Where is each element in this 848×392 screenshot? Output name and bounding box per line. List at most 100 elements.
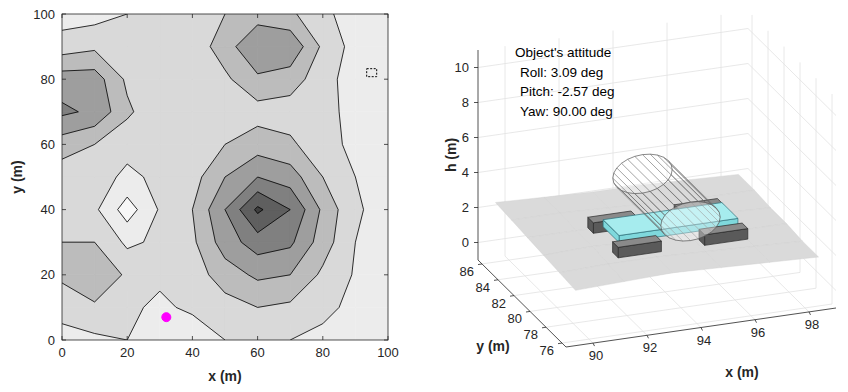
contour-line	[258, 210, 291, 233]
x-tick	[647, 335, 649, 338]
x-tick-label: 60	[250, 345, 264, 360]
grid-line	[478, 64, 748, 103]
contour-band	[290, 79, 305, 95]
contour-line	[144, 291, 160, 307]
contour-line	[258, 207, 263, 210]
contour-band	[290, 47, 319, 80]
contour-line	[342, 144, 355, 177]
contour-band	[290, 47, 323, 80]
x-tick	[322, 336, 323, 340]
contour-band	[290, 242, 313, 275]
contour-band	[323, 177, 356, 210]
contour-band	[258, 177, 291, 210]
contour-band	[95, 79, 128, 112]
x-tick	[127, 14, 128, 18]
contour-line	[127, 164, 143, 177]
contour-band	[95, 47, 128, 80]
y-tick	[510, 295, 514, 297]
y-tick	[62, 144, 66, 145]
contour-line	[225, 293, 258, 307]
contour-band	[323, 112, 343, 145]
contour-band	[62, 242, 95, 275]
contour-band	[62, 275, 95, 302]
z-tick-label: 10	[455, 60, 469, 75]
contour-band	[290, 14, 319, 47]
contour-band	[62, 112, 95, 145]
contour-line	[240, 192, 258, 210]
contour-band	[258, 144, 291, 177]
contour-band	[258, 177, 291, 210]
contour-band	[160, 79, 193, 112]
contour-band	[323, 47, 356, 80]
contour-band	[95, 144, 128, 177]
contour-line	[258, 302, 291, 307]
contour-line	[236, 25, 258, 47]
contour-band	[62, 112, 78, 116]
contour-line	[62, 242, 95, 243]
contour-band	[258, 155, 291, 177]
contour-band	[192, 275, 225, 308]
contour-line	[297, 144, 322, 177]
contour-line	[258, 155, 291, 164]
contour-line	[258, 192, 291, 210]
y-tick-label: 76	[540, 343, 554, 358]
contour-line	[337, 47, 344, 80]
contour-line	[232, 79, 258, 101]
contour-band	[225, 177, 258, 210]
contour-band	[62, 112, 95, 135]
y-tick	[384, 14, 388, 15]
contour-band	[160, 275, 193, 308]
y-tick-label: 78	[524, 327, 538, 342]
vehicle-track	[613, 236, 662, 248]
contour-band	[225, 210, 258, 243]
contour-band	[323, 275, 356, 308]
contour-band	[62, 14, 95, 47]
contour-band	[290, 242, 323, 275]
y-tick	[542, 327, 546, 329]
y-tick-label: 20	[41, 267, 55, 282]
contour-band	[290, 47, 323, 80]
contour-band	[258, 25, 291, 47]
contour-band	[95, 307, 128, 340]
contour-band	[355, 79, 388, 112]
contour-band	[95, 242, 122, 275]
contour-band	[192, 177, 225, 210]
contour-band	[95, 275, 128, 308]
contour-band	[255, 210, 258, 214]
z-tick	[474, 102, 478, 103]
z-tick	[474, 67, 478, 68]
contour-band	[95, 112, 128, 145]
contour-band	[225, 210, 258, 243]
x-axis-label: x (m)	[208, 368, 241, 384]
y-tick	[384, 144, 388, 145]
contour-line	[210, 14, 225, 47]
contour-band	[258, 14, 291, 47]
contour-band	[258, 210, 291, 243]
contour-line	[225, 126, 258, 144]
contour-line	[209, 210, 216, 243]
contour-band	[210, 47, 225, 70]
contour-band	[290, 242, 323, 275]
contour-band	[192, 47, 225, 80]
x-tick-label: 80	[316, 345, 330, 360]
contour-band	[258, 126, 291, 144]
contour-line	[225, 210, 241, 243]
contour-line	[355, 177, 363, 210]
contour-band	[160, 47, 193, 80]
x-tick	[192, 336, 193, 340]
contour-band	[95, 144, 128, 177]
contour-band	[290, 135, 297, 144]
contour-band	[127, 144, 160, 177]
z-axis-line	[478, 50, 479, 260]
contour-line	[334, 14, 345, 47]
contour-band	[323, 144, 356, 177]
contour-band	[355, 242, 388, 275]
contour-band	[95, 50, 124, 79]
contour-band	[192, 47, 225, 80]
contour-line	[62, 144, 95, 159]
contour-band	[127, 112, 160, 145]
y-tick-label: 40	[41, 202, 55, 217]
contour-band	[323, 242, 334, 265]
contour-band	[62, 47, 95, 80]
contour-band	[225, 210, 258, 243]
